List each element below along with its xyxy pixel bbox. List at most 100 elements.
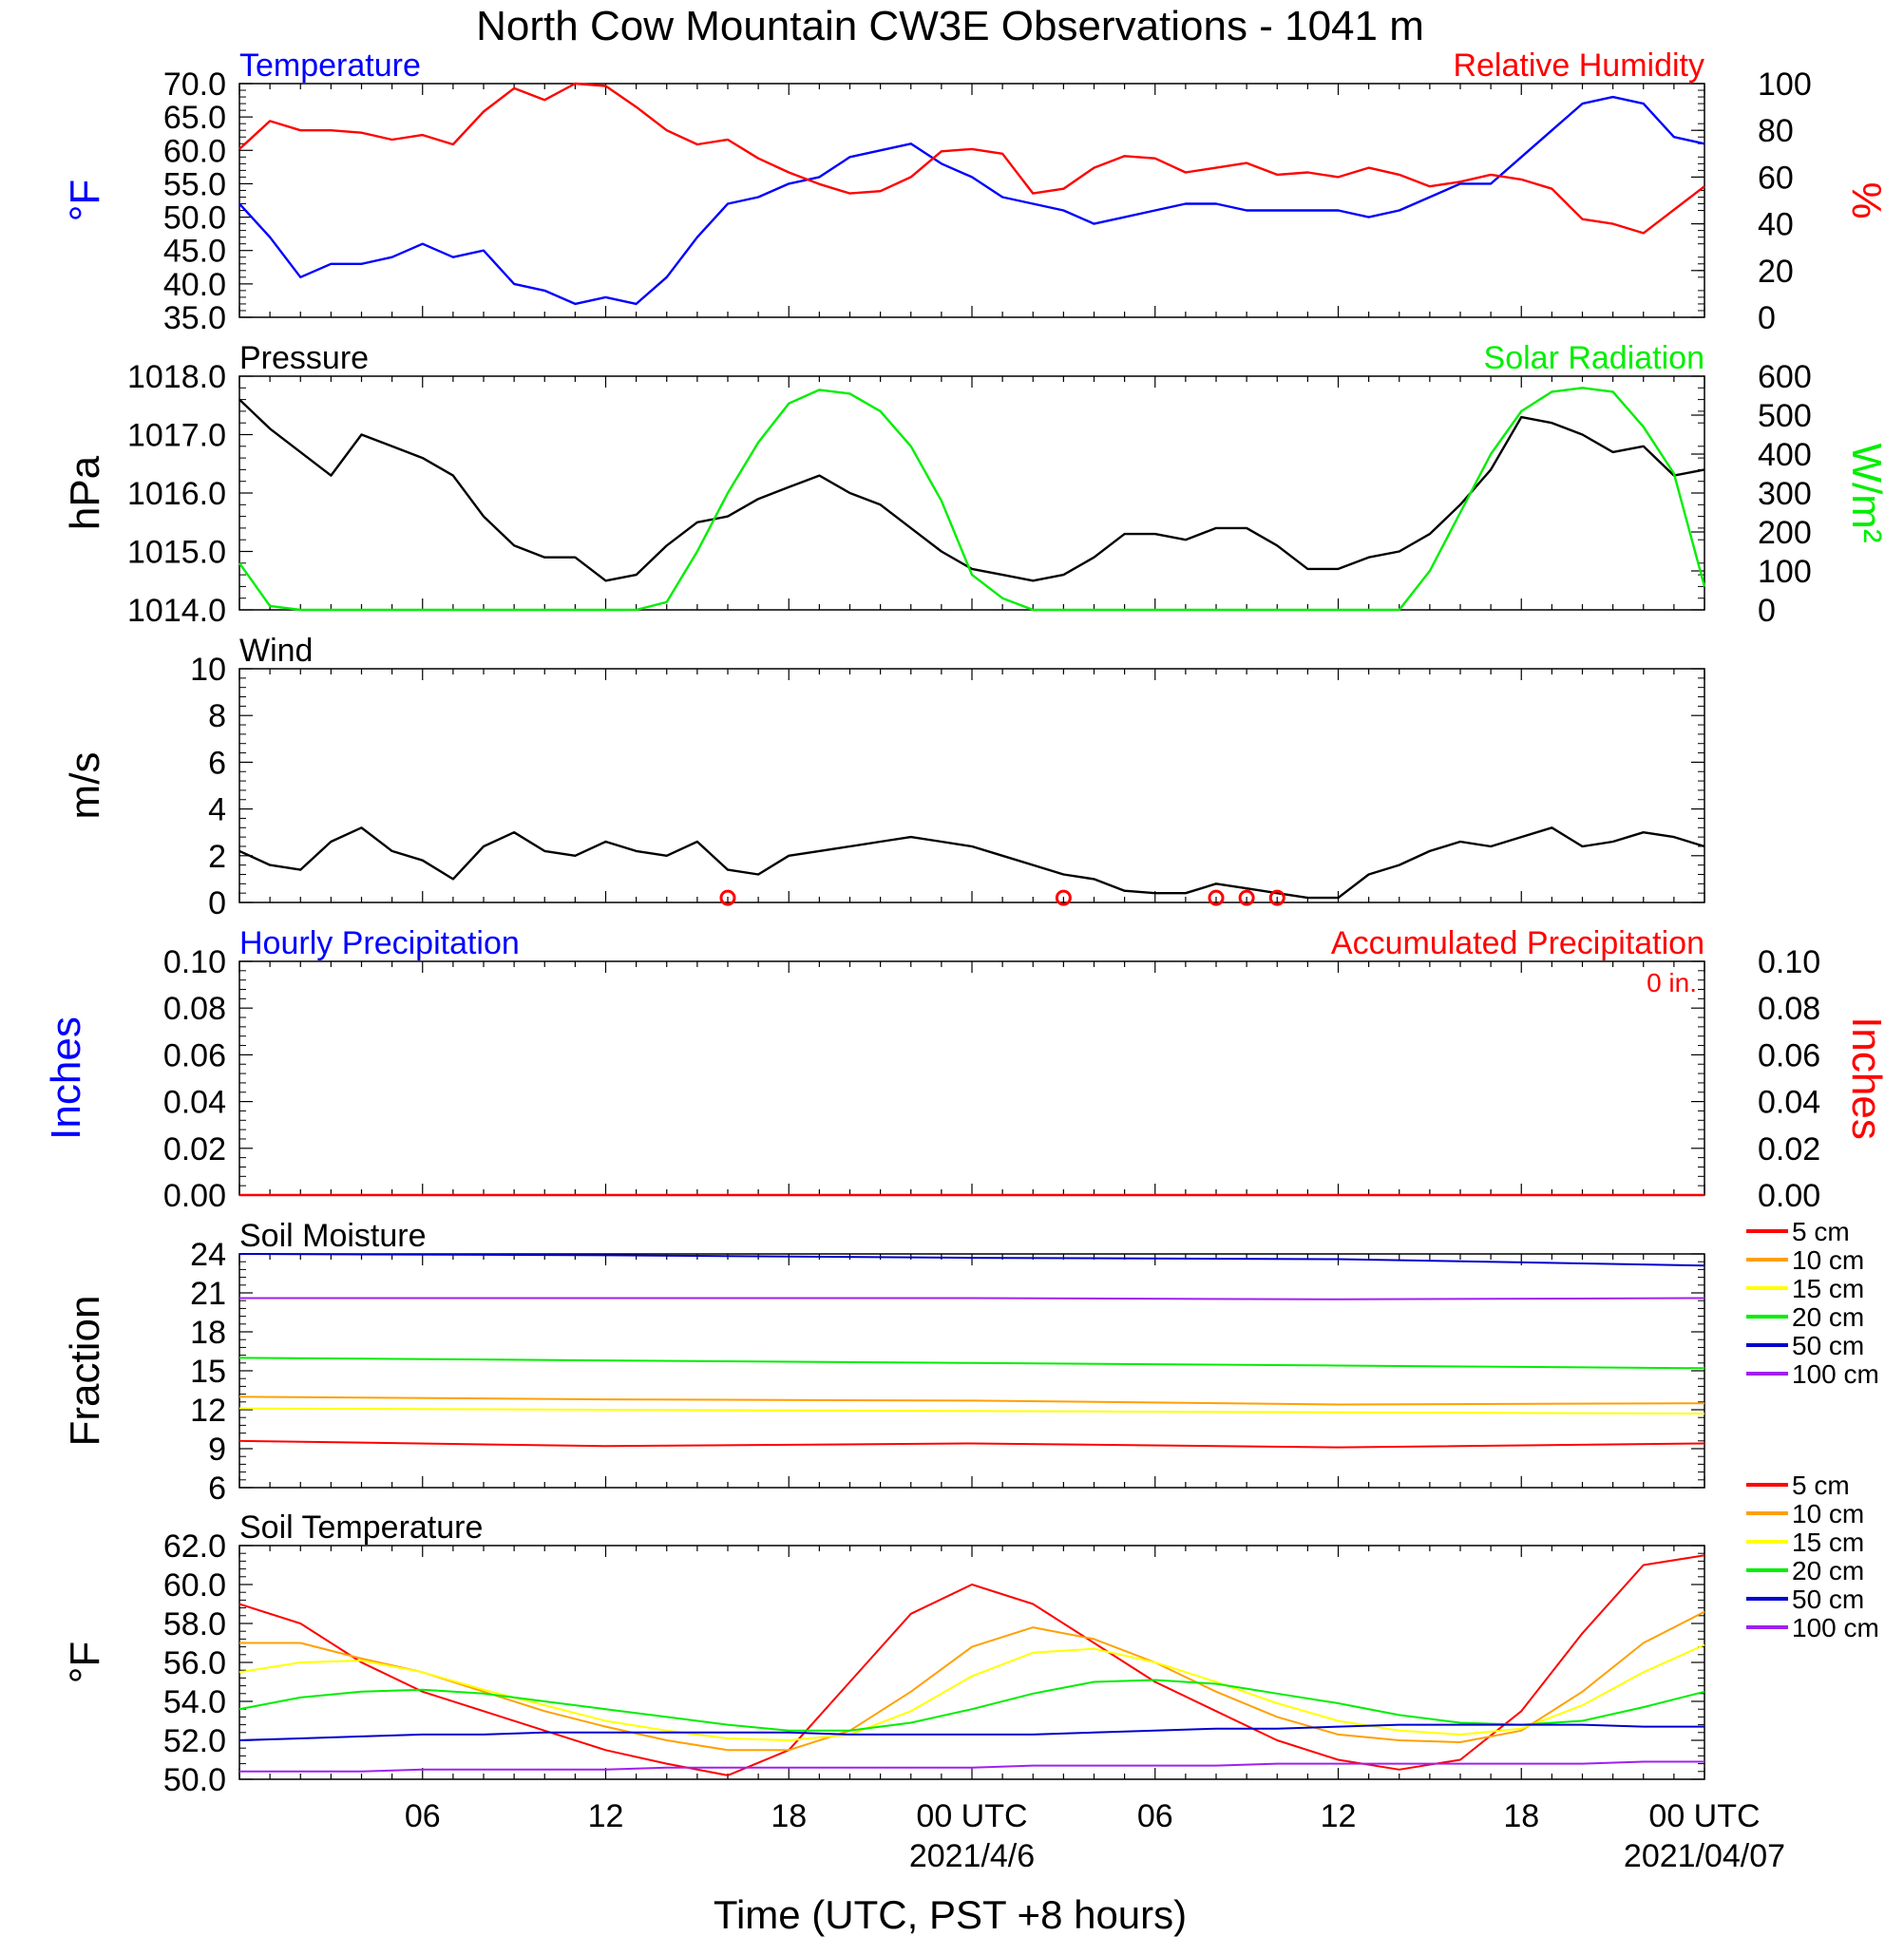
calm-wind-marker xyxy=(1208,889,1225,906)
y-tick-label: 54.0 xyxy=(163,1684,226,1720)
y-tick-label: 0.00 xyxy=(163,1178,226,1214)
y-tick-label: 52.0 xyxy=(163,1723,226,1759)
y-tick-label: 0.06 xyxy=(163,1037,226,1073)
x-tick-label: 06 xyxy=(1137,1798,1173,1834)
y-tick-label: 0.04 xyxy=(163,1085,226,1121)
legend-label: 20 cm xyxy=(1792,1302,1864,1332)
series-line-10-cm xyxy=(238,1395,1705,1406)
y-tick-label: 65.0 xyxy=(163,100,226,136)
panel-right-title: Relative Humidity xyxy=(1453,47,1704,84)
y-tick-label: 2 xyxy=(208,839,226,875)
legend-label: 100 cm xyxy=(1792,1613,1879,1642)
series-line-relative-humidity xyxy=(238,82,1705,235)
y-tick-label-right: 300 xyxy=(1758,476,1812,512)
y-tick-label-right: 0.10 xyxy=(1758,944,1820,980)
y-tick-label-right: 40 xyxy=(1758,207,1794,243)
series-line-20-cm xyxy=(238,1679,1705,1732)
y-axis-label: hPa xyxy=(62,455,108,530)
calm-wind-marker xyxy=(719,889,736,906)
y-tick-label: 1018.0 xyxy=(127,359,226,395)
x-date-label: 2021/04/07 xyxy=(1624,1838,1785,1874)
y-tick-label-right: 100 xyxy=(1758,554,1812,590)
series-line-100-cm xyxy=(239,1297,1705,1300)
y-tick-label: 1015.0 xyxy=(127,535,226,571)
x-tick-label: 18 xyxy=(771,1798,807,1834)
y-tick-label-right: 0 xyxy=(1758,300,1776,336)
y-tick-label-right: 500 xyxy=(1758,398,1812,434)
panel-precipitation: 0.10 0.08 0.06 0.04 0.02 0.00 0.10 0.08 0.06 0.04… xyxy=(43,925,1890,1214)
plot-frame xyxy=(238,960,1705,1196)
x-tick-label: 00 UTC xyxy=(916,1798,1027,1834)
y-tick-label: 40.0 xyxy=(163,267,226,303)
y-tick-label-right: 0.08 xyxy=(1758,991,1820,1027)
y-tick-label: 60.0 xyxy=(163,133,226,169)
series-line-50-cm xyxy=(238,1253,1705,1267)
legend-label: 10 cm xyxy=(1792,1499,1864,1528)
y-tick-label-right: 200 xyxy=(1758,515,1812,551)
legend-label: 5 cm xyxy=(1792,1217,1850,1246)
legend-label: 15 cm xyxy=(1792,1274,1864,1303)
y-tick-label: 4 xyxy=(208,792,226,828)
y-tick-label: 1017.0 xyxy=(127,418,226,454)
x-tick-label: 06 xyxy=(405,1798,441,1834)
plot-frame xyxy=(238,83,1705,318)
plot-frame xyxy=(238,1253,1705,1489)
y-tick-label: 50.0 xyxy=(163,200,226,237)
legend-label: 50 cm xyxy=(1792,1331,1864,1360)
legend-label: 5 cm xyxy=(1792,1471,1850,1500)
x-date-label: 2021/4/6 xyxy=(909,1838,1035,1874)
legend-label: 20 cm xyxy=(1792,1556,1864,1585)
y-tick-label: 18 xyxy=(190,1315,226,1351)
series-line-wind-speed xyxy=(238,826,1705,900)
y-axis-label-right: Inches xyxy=(1843,1016,1890,1140)
y-tick-label-right: 0.04 xyxy=(1758,1085,1820,1121)
y-tick-label: 35.0 xyxy=(163,300,226,336)
x-axis: 06 12 18 00 UTC 06 12 18 00 UTC 2021/4/6 2021/04/… xyxy=(405,1798,1785,1874)
y-axis-label: Fraction xyxy=(62,1296,108,1447)
x-axis-label: Time (UTC, PST +8 hours) xyxy=(714,1892,1187,1937)
x-tick-label: 12 xyxy=(588,1798,624,1834)
panel-title: Hourly Precipitation xyxy=(239,925,520,961)
x-tick-label: 00 UTC xyxy=(1648,1798,1760,1834)
y-tick-label-right: 60 xyxy=(1758,160,1794,196)
panel-title: Wind xyxy=(239,633,313,669)
y-tick-label: 0.02 xyxy=(163,1131,226,1167)
y-tick-label: 10 xyxy=(190,652,226,688)
y-tick-label-right: 100 xyxy=(1758,66,1812,103)
series-line-15-cm xyxy=(238,1407,1705,1415)
y-tick-label-right: 600 xyxy=(1758,359,1812,395)
y-tick-label: 55.0 xyxy=(163,166,226,202)
panel-title: Soil Temperature xyxy=(239,1509,483,1546)
y-axis-label: Inches xyxy=(43,1016,89,1140)
y-tick-label-right: 400 xyxy=(1758,437,1812,473)
y-tick-label: 9 xyxy=(208,1432,226,1468)
y-tick-label: 15 xyxy=(190,1354,226,1390)
legend-label: 50 cm xyxy=(1792,1585,1864,1614)
y-tick-label: 60.0 xyxy=(163,1567,226,1604)
panel-title: Temperature xyxy=(239,47,421,84)
series-line-temperature xyxy=(238,95,1705,306)
y-tick-label: 70.0 xyxy=(163,66,226,103)
legend-label: 100 cm xyxy=(1792,1359,1879,1389)
series-line-5-cm xyxy=(238,1554,1705,1776)
y-tick-label: 8 xyxy=(208,698,226,734)
panel-wind: 10 8 6 4 2 0 Wind m/s xyxy=(62,633,1705,921)
y-tick-label-right: 0.06 xyxy=(1758,1037,1820,1073)
y-tick-label: 56.0 xyxy=(163,1645,226,1681)
y-tick-label: 62.0 xyxy=(163,1528,226,1565)
y-tick-label-right: 0.00 xyxy=(1758,1178,1820,1214)
y-tick-label: 12 xyxy=(190,1393,226,1429)
series-line-5-cm xyxy=(238,1439,1705,1449)
panel-right-title: Accumulated Precipitation xyxy=(1331,925,1704,961)
panel-right-title: Solar Radiation xyxy=(1484,340,1704,376)
series-line-10-cm xyxy=(239,1610,1705,1752)
y-axis-label-right: % xyxy=(1843,181,1890,218)
y-tick-label: 6 xyxy=(208,745,226,781)
y-tick-label-right: 80 xyxy=(1758,113,1794,149)
figure-title: North Cow Mountain CW3E Observations - 1… xyxy=(476,3,1424,49)
y-axis-label: °F xyxy=(62,180,108,221)
y-axis-label: m/s xyxy=(62,752,108,820)
panels: 70.065.060.055.050.045.040.035.010080604… xyxy=(43,47,1890,1798)
calm-wind-marker xyxy=(1268,889,1285,906)
